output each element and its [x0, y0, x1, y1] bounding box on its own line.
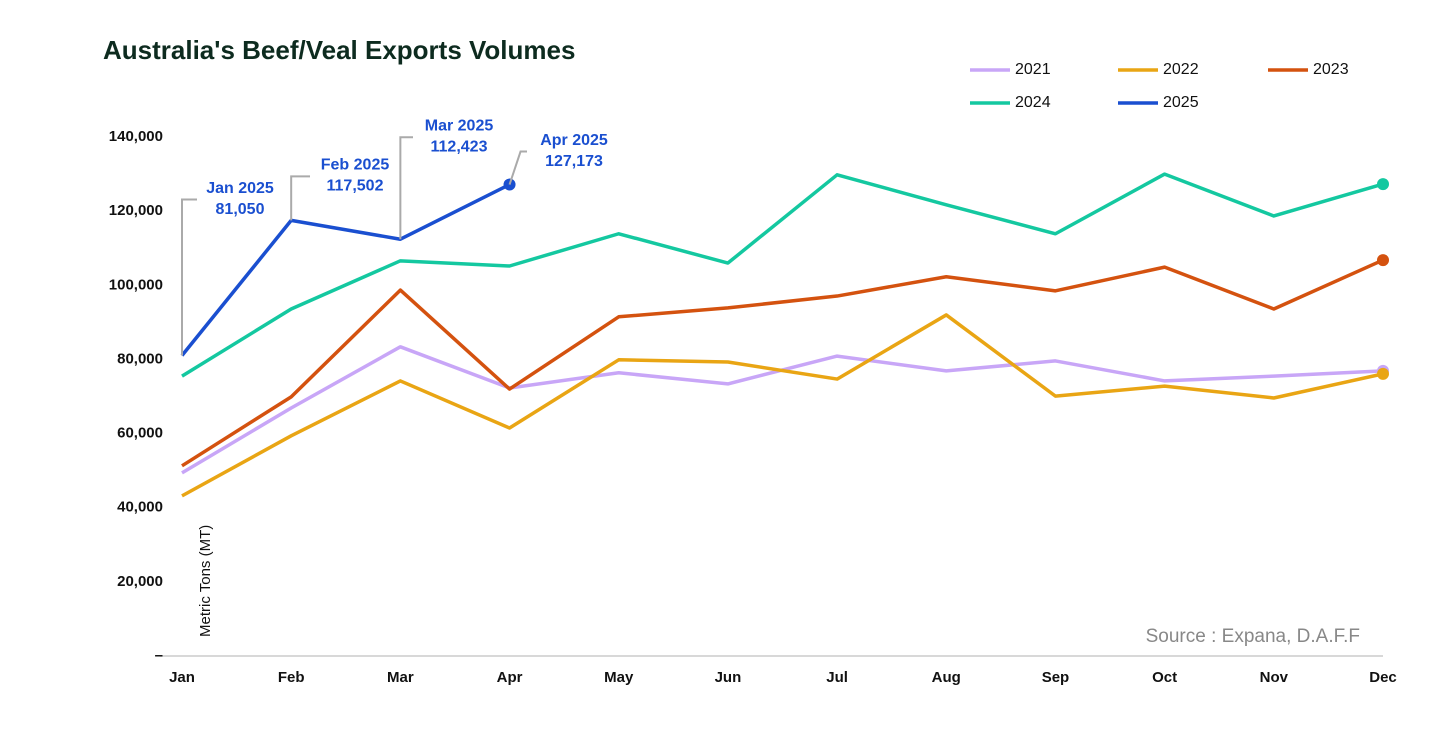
annotation-label: Jan 2025 — [206, 180, 274, 197]
x-tick-label: Oct — [1152, 669, 1177, 686]
legend-label: 2024 — [1015, 94, 1051, 111]
source-note: Source : Expana, D.A.F.F — [1146, 626, 1360, 647]
y-tick-label: 20,000 — [117, 573, 163, 590]
y-tick-label: – — [155, 647, 163, 664]
legend-label: 2021 — [1015, 61, 1051, 78]
annotation-leader — [508, 150, 527, 185]
y-tick-label: 120,000 — [109, 202, 163, 219]
series-line — [181, 258, 1384, 468]
annotation-leader — [399, 136, 413, 240]
x-tick-label: Aug — [932, 669, 961, 686]
chart-title: Australia's Beef/Veal Exports Volumes — [103, 35, 575, 65]
end-marker — [1377, 178, 1389, 191]
x-tick-label: Sep — [1042, 669, 1070, 686]
annotation-label: Apr 2025 — [540, 132, 608, 149]
y-tick-label: 100,000 — [109, 276, 163, 293]
end-marker — [503, 178, 516, 191]
x-tick-label: Jul — [826, 669, 848, 686]
x-tick-label: Feb — [278, 669, 305, 686]
data-label: 81,050 — [216, 201, 265, 218]
x-tick-label: Apr — [497, 669, 523, 686]
y-tick-label: 60,000 — [117, 425, 163, 442]
series-line — [181, 345, 1384, 475]
x-tick-label: Mar — [387, 669, 414, 686]
series-line — [181, 172, 1384, 378]
annotation-label: Mar 2025 — [425, 117, 494, 134]
end-marker — [1377, 254, 1389, 267]
annotation-leader — [181, 198, 197, 356]
y-tick-label: 80,000 — [117, 350, 163, 367]
data-label: 127,173 — [545, 153, 603, 170]
y-tick-label: 140,000 — [109, 128, 163, 145]
series-line — [180, 182, 511, 357]
y-axis-title: Metric Tons (MT) — [197, 525, 214, 637]
data-label: 117,502 — [327, 178, 384, 195]
x-tick-label: Jun — [715, 669, 742, 686]
legend-label: 2025 — [1163, 94, 1199, 111]
annotation-label: Feb 2025 — [321, 157, 390, 174]
series-line — [181, 313, 1384, 498]
annotation-leader — [290, 175, 310, 221]
x-tick-label: Jan — [169, 669, 195, 686]
end-marker — [1377, 367, 1389, 380]
x-tick-label: Nov — [1260, 669, 1289, 686]
legend-label: 2022 — [1163, 61, 1199, 78]
x-tick-label: May — [604, 669, 634, 686]
data-label: 112,423 — [431, 138, 488, 155]
y-tick-label: 40,000 — [117, 499, 163, 516]
legend-label: 2023 — [1313, 61, 1349, 78]
x-tick-label: Dec — [1369, 669, 1397, 686]
